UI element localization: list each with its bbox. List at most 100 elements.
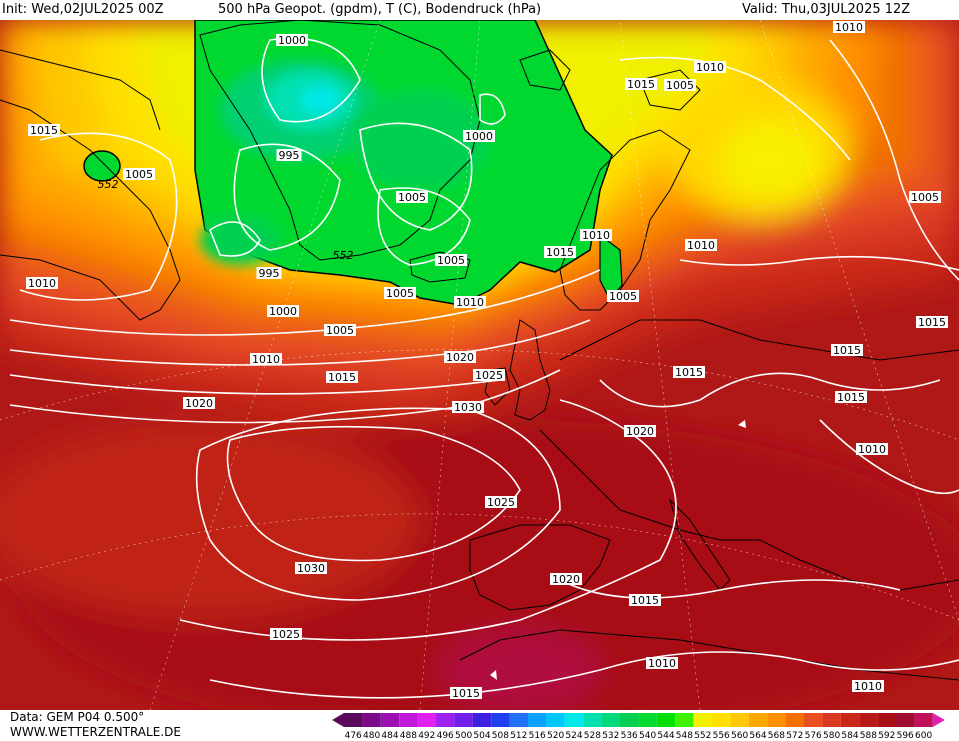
isobar-label: 1005 xyxy=(607,290,639,303)
isobar-label: 1015 xyxy=(916,316,948,329)
isobar-label: 1010 xyxy=(833,21,865,34)
svg-text:1000: 1000 xyxy=(465,130,493,143)
svg-text:1030: 1030 xyxy=(454,401,482,414)
isobar-blob xyxy=(490,670,497,680)
legend-tick-label: 540 xyxy=(639,731,656,741)
svg-text:995: 995 xyxy=(279,149,300,162)
legend-tick-label: 504 xyxy=(473,731,490,741)
legend-swatch xyxy=(822,713,841,727)
isobar-label: 1005 xyxy=(396,191,428,204)
legend-swatch xyxy=(564,713,584,727)
svg-text:1010: 1010 xyxy=(648,657,676,670)
svg-text:995: 995 xyxy=(259,267,280,280)
legend-swatch xyxy=(730,713,749,727)
legend-swatch xyxy=(620,713,639,727)
svg-text:1000: 1000 xyxy=(278,34,306,47)
svg-text:1015: 1015 xyxy=(675,366,703,379)
isobar-label: 1015 xyxy=(544,246,576,259)
isobar-label: 1010 xyxy=(685,239,717,252)
valid-time: Valid: Thu,03JUL2025 12Z xyxy=(742,2,911,17)
isobar-label: 1010 xyxy=(454,296,486,309)
isobar-label: 1005 xyxy=(384,287,416,300)
isobar-label: 1015 xyxy=(831,344,863,357)
legend-tick-label: 584 xyxy=(841,731,858,741)
legend-tick-label: 544 xyxy=(657,731,674,741)
legend-tick-label: 596 xyxy=(897,731,914,741)
legend-tick-label: 588 xyxy=(860,731,877,741)
legend-arrow-right xyxy=(932,713,945,727)
isobar-label: 1010 xyxy=(852,680,884,693)
legend-tick-label: 532 xyxy=(602,731,619,741)
svg-text:1015: 1015 xyxy=(918,316,946,329)
legend-swatch xyxy=(712,713,731,727)
svg-text:1025: 1025 xyxy=(475,369,503,382)
legend-swatch xyxy=(362,713,381,727)
legend-arrow-left xyxy=(332,713,344,727)
svg-text:1005: 1005 xyxy=(398,191,426,204)
legend-swatch xyxy=(840,713,860,727)
isobar-label: 1010 xyxy=(694,61,726,74)
svg-text:1005: 1005 xyxy=(125,168,153,181)
map-title: 500 hPa Geopot. (gpdm), T (C), Bodendruc… xyxy=(218,2,542,17)
svg-text:1020: 1020 xyxy=(626,425,654,438)
isobar-label: 1000 xyxy=(463,130,495,143)
svg-text:552: 552 xyxy=(333,249,354,262)
isobar-label: 1015 xyxy=(326,371,358,384)
svg-text:1030: 1030 xyxy=(297,562,325,575)
legend-tick-label: 564 xyxy=(749,731,766,741)
isobar-label: 1030 xyxy=(452,401,484,414)
legend-tick-label: 576 xyxy=(805,731,822,741)
legend-swatch xyxy=(859,713,878,727)
isobar-label: 1005 xyxy=(435,254,467,267)
map-canvas: 1000 995 1000 1005 1005 1015 1005 1010 1015 1005 1… xyxy=(0,20,959,710)
svg-text:1010: 1010 xyxy=(858,443,886,456)
legend-tick-label: 536 xyxy=(621,731,638,741)
svg-text:1020: 1020 xyxy=(185,397,213,410)
svg-text:1015: 1015 xyxy=(30,124,58,137)
isobar-label: 1015 xyxy=(625,78,657,91)
isobar-label: 1025 xyxy=(473,369,505,382)
weather-map: 1000 995 1000 1005 1005 1015 1005 1010 1015 1005 1… xyxy=(0,20,959,710)
legend-tick-label: 484 xyxy=(381,731,398,741)
legend-tick-label: 512 xyxy=(510,731,527,741)
svg-text:1025: 1025 xyxy=(487,496,515,509)
svg-text:1020: 1020 xyxy=(446,351,474,364)
legend-swatch xyxy=(491,713,510,727)
isobar-label: 1005 xyxy=(123,168,155,181)
legend-swatch xyxy=(638,713,657,727)
legend-swatch xyxy=(417,713,436,727)
legend-tick-label: 572 xyxy=(786,731,803,741)
coastlines xyxy=(0,20,959,681)
isobar-label: 1005 xyxy=(909,191,941,204)
legend-tick-label: 600 xyxy=(915,731,932,741)
legend-tick-label: 524 xyxy=(565,731,582,741)
legend-tick-label: 496 xyxy=(437,731,454,741)
svg-text:1015: 1015 xyxy=(627,78,655,91)
legend-tick-label: 500 xyxy=(455,731,472,741)
isobar-label: 1030 xyxy=(295,562,327,575)
isobar-label: 1015 xyxy=(28,124,60,137)
isobar-label: 1015 xyxy=(673,366,705,379)
svg-text:1010: 1010 xyxy=(687,239,715,252)
west-low-patch xyxy=(83,150,121,182)
svg-text:1015: 1015 xyxy=(833,344,861,357)
color-legend: 476 480 484 488 492 496 500 504 508 512 516 520 524 5… xyxy=(332,713,945,741)
isobar-labels: 1000 995 1000 1005 1005 1015 1005 1010 1015 1005 1… xyxy=(26,21,948,700)
isobar-label: 1025 xyxy=(485,496,517,509)
legend-swatch xyxy=(344,713,363,727)
svg-text:1015: 1015 xyxy=(452,687,480,700)
legend-swatch xyxy=(380,713,400,727)
isobar-label: 995 xyxy=(256,267,282,280)
svg-text:1005: 1005 xyxy=(326,324,354,337)
legend-swatch xyxy=(767,713,786,727)
legend-tick-label: 480 xyxy=(363,731,380,741)
isobar-label: 1010 xyxy=(26,277,58,290)
svg-text:1005: 1005 xyxy=(437,254,465,267)
legend-swatch xyxy=(454,713,473,727)
legend-tick-label: 560 xyxy=(731,731,748,741)
isobar-label: 552 xyxy=(333,249,354,262)
isobar-label: 995 xyxy=(276,149,302,162)
svg-text:1005: 1005 xyxy=(609,290,637,303)
legend-tick-label: 508 xyxy=(492,731,509,741)
svg-text:1005: 1005 xyxy=(911,191,939,204)
